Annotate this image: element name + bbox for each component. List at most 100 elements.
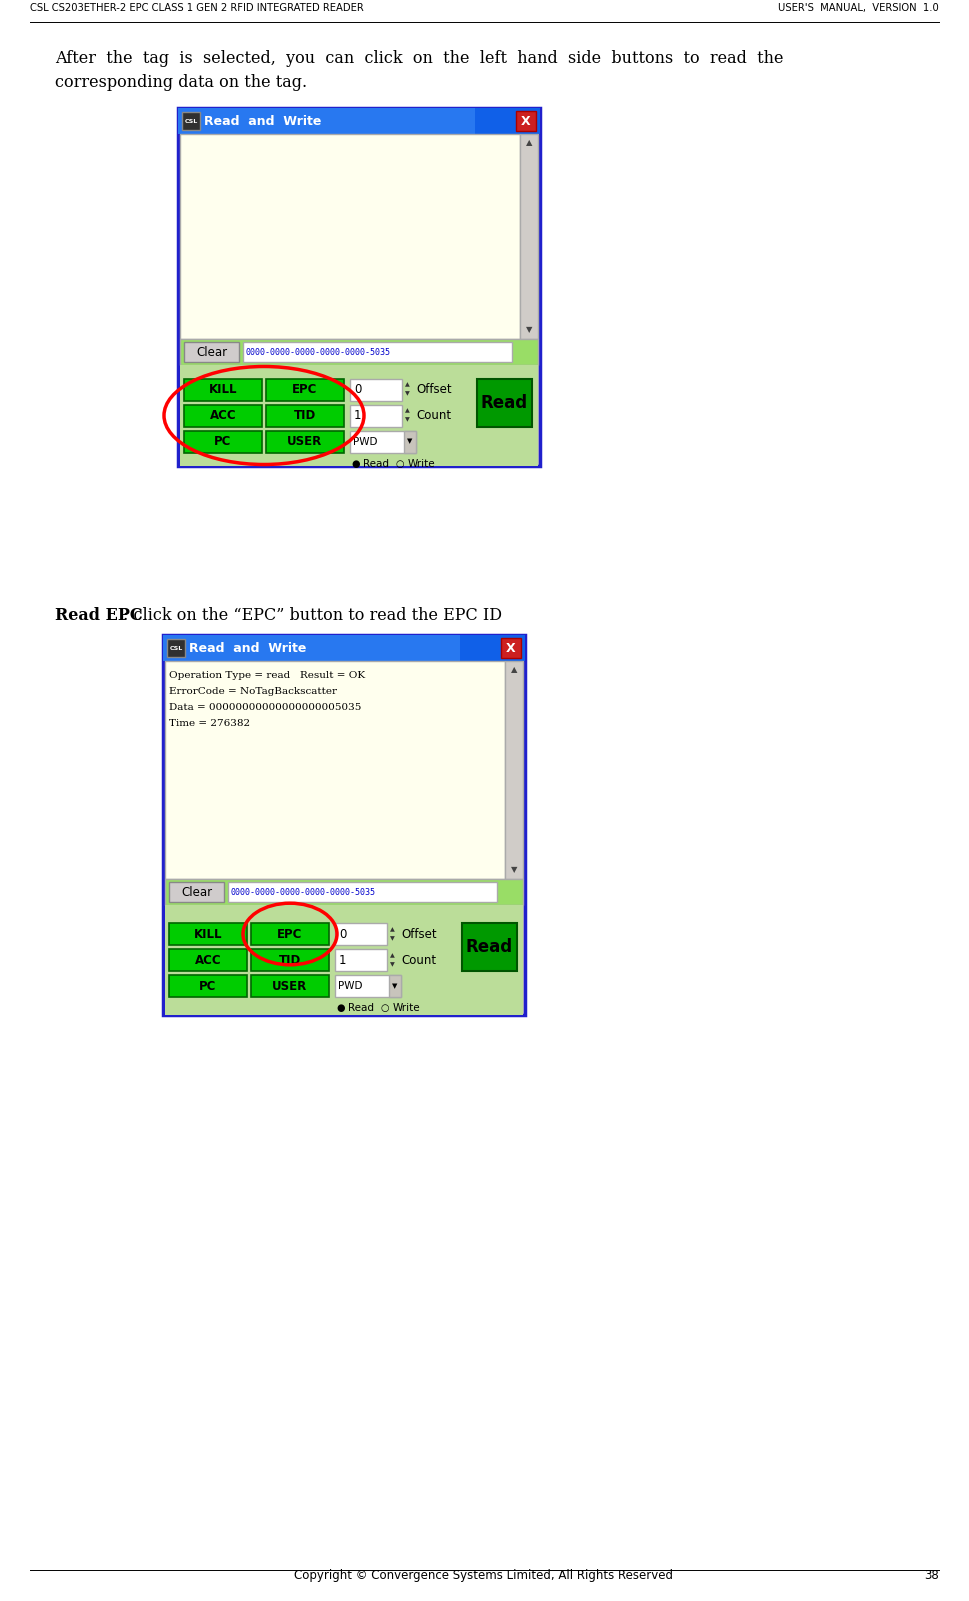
Text: 0000-0000-0000-0000-0000-5035: 0000-0000-0000-0000-0000-5035 xyxy=(246,347,391,357)
FancyBboxPatch shape xyxy=(169,975,247,997)
Text: KILL: KILL xyxy=(194,927,222,940)
FancyBboxPatch shape xyxy=(165,661,505,879)
FancyBboxPatch shape xyxy=(163,636,525,1015)
FancyBboxPatch shape xyxy=(184,405,262,426)
Text: ▼: ▼ xyxy=(511,866,517,874)
Text: Clear: Clear xyxy=(196,346,227,359)
Text: ○: ○ xyxy=(396,458,404,469)
FancyBboxPatch shape xyxy=(167,639,185,656)
Text: ErrorCode = NoTagBackscatter: ErrorCode = NoTagBackscatter xyxy=(169,687,337,695)
FancyBboxPatch shape xyxy=(180,365,538,466)
Text: ▼: ▼ xyxy=(526,325,532,335)
Text: Offset: Offset xyxy=(401,927,437,940)
FancyBboxPatch shape xyxy=(182,112,200,130)
Text: EPC: EPC xyxy=(277,927,302,940)
FancyBboxPatch shape xyxy=(266,431,344,453)
Text: ▲: ▲ xyxy=(405,383,409,387)
FancyBboxPatch shape xyxy=(462,924,517,970)
Text: CSL: CSL xyxy=(184,118,198,123)
FancyBboxPatch shape xyxy=(266,378,344,400)
Text: ▲: ▲ xyxy=(390,953,394,957)
Text: ▲: ▲ xyxy=(390,927,394,932)
Text: ●: ● xyxy=(336,1002,345,1013)
Text: Write: Write xyxy=(408,458,436,469)
Text: corresponding data on the tag.: corresponding data on the tag. xyxy=(55,74,307,91)
FancyBboxPatch shape xyxy=(516,110,536,131)
FancyBboxPatch shape xyxy=(169,949,247,970)
Text: ACC: ACC xyxy=(209,408,236,423)
Text: Read EPC: Read EPC xyxy=(55,607,142,624)
FancyBboxPatch shape xyxy=(350,378,402,400)
Text: After  the  tag  is  selected,  you  can  click  on  the  left  hand  side  butt: After the tag is selected, you can click… xyxy=(55,50,784,67)
FancyBboxPatch shape xyxy=(178,107,540,466)
FancyBboxPatch shape xyxy=(350,405,402,426)
Text: Offset: Offset xyxy=(416,383,452,395)
FancyBboxPatch shape xyxy=(184,378,262,400)
Text: TID: TID xyxy=(279,954,301,967)
FancyBboxPatch shape xyxy=(389,975,401,997)
Text: X: X xyxy=(521,115,531,128)
FancyBboxPatch shape xyxy=(180,134,520,339)
Text: ▼: ▼ xyxy=(392,983,397,989)
Text: CSL: CSL xyxy=(170,645,182,650)
Text: ACC: ACC xyxy=(195,954,221,967)
FancyBboxPatch shape xyxy=(404,431,416,453)
Text: Read: Read xyxy=(363,458,389,469)
FancyBboxPatch shape xyxy=(163,636,460,661)
FancyBboxPatch shape xyxy=(163,636,525,661)
Text: 0: 0 xyxy=(354,383,361,395)
Text: USER: USER xyxy=(272,980,307,993)
FancyBboxPatch shape xyxy=(505,661,523,879)
Text: ▲: ▲ xyxy=(405,408,409,413)
Text: ▲: ▲ xyxy=(511,666,517,674)
Text: USER: USER xyxy=(288,435,323,448)
Text: PWD: PWD xyxy=(338,981,362,991)
Text: Read  and  Write: Read and Write xyxy=(204,115,322,128)
FancyBboxPatch shape xyxy=(350,431,416,453)
Text: Read: Read xyxy=(348,1002,374,1013)
FancyBboxPatch shape xyxy=(520,134,538,339)
Text: Write: Write xyxy=(393,1002,421,1013)
Text: ▼: ▼ xyxy=(390,937,394,941)
Text: Read: Read xyxy=(481,394,528,411)
Text: USER'S  MANUAL,  VERSION  1.0: USER'S MANUAL, VERSION 1.0 xyxy=(778,3,939,13)
Text: CSL CS203ETHER-2 EPC CLASS 1 GEN 2 RFID INTEGRATED READER: CSL CS203ETHER-2 EPC CLASS 1 GEN 2 RFID … xyxy=(30,3,363,13)
Text: Clear: Clear xyxy=(181,885,212,898)
FancyBboxPatch shape xyxy=(335,924,387,945)
FancyBboxPatch shape xyxy=(184,431,262,453)
Text: ▼: ▼ xyxy=(405,418,409,423)
Text: ▲: ▲ xyxy=(526,139,532,147)
FancyBboxPatch shape xyxy=(501,639,521,658)
Text: PC: PC xyxy=(214,435,232,448)
FancyBboxPatch shape xyxy=(184,343,239,362)
FancyBboxPatch shape xyxy=(251,975,329,997)
FancyBboxPatch shape xyxy=(251,924,329,945)
FancyBboxPatch shape xyxy=(165,879,523,905)
Text: 0000-0000-0000-0000-0000-5035: 0000-0000-0000-0000-0000-5035 xyxy=(231,887,376,897)
Text: 1: 1 xyxy=(339,954,347,967)
FancyBboxPatch shape xyxy=(180,339,538,365)
FancyBboxPatch shape xyxy=(335,975,401,997)
Text: Time = 276382: Time = 276382 xyxy=(169,719,250,727)
Text: 38: 38 xyxy=(924,1569,939,1582)
FancyBboxPatch shape xyxy=(178,107,540,134)
FancyBboxPatch shape xyxy=(178,107,475,134)
Text: Count: Count xyxy=(416,408,452,423)
Text: ●: ● xyxy=(351,458,359,469)
FancyBboxPatch shape xyxy=(169,882,224,901)
Text: PC: PC xyxy=(200,980,217,993)
FancyBboxPatch shape xyxy=(266,405,344,426)
Text: PWD: PWD xyxy=(353,437,378,447)
FancyBboxPatch shape xyxy=(228,882,497,901)
FancyBboxPatch shape xyxy=(335,949,387,970)
FancyBboxPatch shape xyxy=(477,378,532,426)
Text: ○: ○ xyxy=(381,1002,390,1013)
FancyBboxPatch shape xyxy=(165,905,523,1015)
Text: ▼: ▼ xyxy=(405,391,409,397)
FancyBboxPatch shape xyxy=(169,924,247,945)
Text: ▼: ▼ xyxy=(407,439,413,445)
Text: 1: 1 xyxy=(354,408,361,423)
Text: KILL: KILL xyxy=(208,383,237,395)
Text: : click on the “EPC” button to read the EPC ID: : click on the “EPC” button to read the … xyxy=(123,607,502,624)
Text: X: X xyxy=(506,642,516,655)
